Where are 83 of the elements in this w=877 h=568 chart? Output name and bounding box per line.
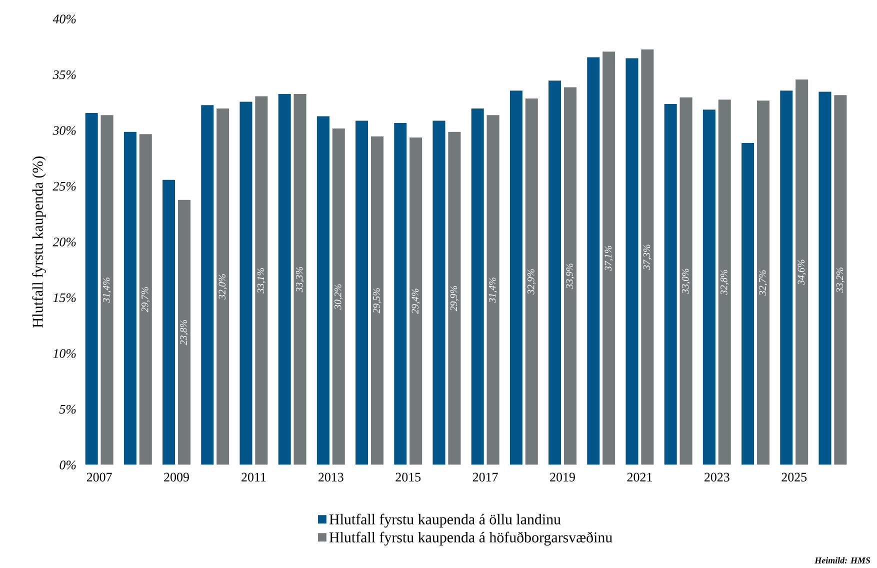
x-tick-label: 2007 xyxy=(86,472,112,482)
bar xyxy=(394,122,408,465)
data-label: 33,0% xyxy=(682,268,690,294)
y-tick-label: 10% xyxy=(53,349,76,358)
data-label: 32,7% xyxy=(759,270,768,296)
x-tick-label: 2011 xyxy=(242,472,266,482)
x-tick-label: 2019 xyxy=(550,472,575,482)
y-tick-label: 20% xyxy=(52,238,76,246)
legend-label: Hlutfall fyrstu kaupenda á höfuðborgarsvæðinu xyxy=(329,532,612,546)
data-label: 34,6% xyxy=(798,260,806,285)
bar xyxy=(200,104,214,465)
data-label: 32,0% xyxy=(218,274,227,300)
bar xyxy=(563,86,578,465)
bar xyxy=(239,101,253,465)
bar xyxy=(332,128,346,465)
bar xyxy=(818,91,832,465)
y-tick-label: 40% xyxy=(52,14,76,24)
bar xyxy=(740,142,755,465)
bar xyxy=(780,90,794,465)
bar xyxy=(718,98,732,465)
y-tick-label: 25% xyxy=(52,182,76,191)
bar xyxy=(293,93,307,465)
bar xyxy=(354,120,369,465)
data-label: 31,4% xyxy=(102,278,112,303)
bar xyxy=(548,80,562,465)
data-label: 37,1% xyxy=(604,246,613,272)
y-tick-label: 0% xyxy=(60,460,76,470)
bar xyxy=(370,136,384,465)
bar xyxy=(138,134,152,465)
x-tick-label: 2017 xyxy=(472,472,498,482)
data-label: 33,1% xyxy=(257,268,266,294)
bar xyxy=(679,96,693,465)
x-tick-label: 2025 xyxy=(782,472,807,482)
x-tick-label: 2021 xyxy=(627,472,652,482)
bar xyxy=(586,56,600,465)
data-label: 29,7% xyxy=(142,287,150,312)
legend-label: Hlutfall fyrstu kaupenda á öllu landinu xyxy=(329,514,561,528)
x-tick-label: 2023 xyxy=(704,472,730,482)
bar xyxy=(124,132,137,465)
y-axis-title: Hlutfall fyrstu kaupenda (%) xyxy=(32,156,46,328)
data-label: 33,2% xyxy=(836,268,845,293)
bar xyxy=(448,131,462,465)
bar xyxy=(834,94,848,465)
data-label: 30,2% xyxy=(334,284,343,310)
bar xyxy=(702,109,716,465)
x-tick-label: 2015 xyxy=(396,472,421,482)
bar xyxy=(84,112,98,465)
data-label: 33,3% xyxy=(296,267,304,292)
data-label: 37,3% xyxy=(643,244,652,270)
bar xyxy=(625,58,639,465)
bar xyxy=(509,90,524,465)
bar xyxy=(470,108,484,465)
bar xyxy=(316,116,330,465)
x-tick-label: 2013 xyxy=(318,472,344,482)
bar xyxy=(254,96,268,465)
y-tick-label: 35% xyxy=(52,70,76,80)
text: Heimild: HMS xyxy=(814,557,870,564)
bar xyxy=(278,93,292,465)
data-label: 29,9% xyxy=(450,286,459,312)
data-label: 32,9% xyxy=(528,269,536,294)
bar xyxy=(664,103,678,465)
bar xyxy=(640,48,654,465)
bar xyxy=(794,78,809,465)
data-label: 29,4% xyxy=(412,288,420,314)
bar xyxy=(177,199,192,465)
y-tick-label: 15% xyxy=(53,293,76,302)
data-label: 29,5% xyxy=(373,288,382,314)
bar xyxy=(524,98,538,465)
y-tick-label: 5% xyxy=(59,404,76,414)
bar xyxy=(756,100,770,465)
bar xyxy=(602,51,616,465)
data-label: 23,8% xyxy=(180,320,188,346)
bar xyxy=(432,120,446,465)
data-label: 33,9% xyxy=(566,264,574,289)
bar xyxy=(408,136,423,465)
bar xyxy=(486,114,500,465)
data-label: 31,4% xyxy=(488,278,498,303)
y-tick-label: 30% xyxy=(52,126,76,135)
bar xyxy=(162,179,176,465)
bar xyxy=(216,108,230,465)
data-label: 32,8% xyxy=(720,270,729,296)
bar xyxy=(100,114,114,465)
x-tick-label: 2009 xyxy=(164,472,189,482)
